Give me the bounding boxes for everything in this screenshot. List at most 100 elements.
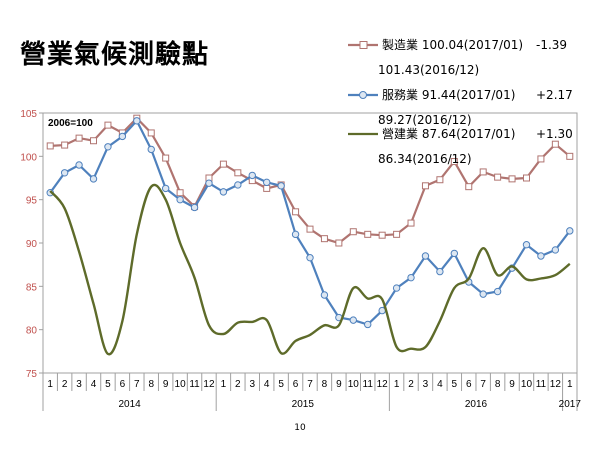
manufacturing-point xyxy=(378,231,386,239)
manufacturing-point xyxy=(147,129,155,137)
year-label: 2016 xyxy=(465,399,488,410)
services-point xyxy=(219,188,228,196)
x-tick-label: 9 xyxy=(163,379,169,390)
services-point xyxy=(479,290,487,298)
y-tick-label: 100 xyxy=(20,152,37,163)
y-tick-label: 95 xyxy=(26,196,38,207)
services-point xyxy=(306,254,314,262)
services-point xyxy=(133,117,141,125)
x-tick-label: 7 xyxy=(480,379,486,390)
x-tick-label: 2 xyxy=(408,379,414,390)
manufacturing-point xyxy=(162,154,170,162)
x-tick-label: 1 xyxy=(567,379,573,390)
x-tick-label: 8 xyxy=(322,379,328,390)
y-tick-label: 85 xyxy=(26,282,38,293)
services-point xyxy=(537,252,545,260)
manufacturing-point xyxy=(407,219,415,227)
x-tick-label: 5 xyxy=(105,379,111,390)
year-label: 2015 xyxy=(292,399,315,410)
year-label: 2017 xyxy=(559,399,582,410)
legend-change-manufacturing: -1.39 xyxy=(536,38,567,52)
manufacturing-point xyxy=(551,140,559,148)
manufacturing-point xyxy=(479,168,487,176)
services-point xyxy=(320,291,329,299)
x-tick-label: 10 xyxy=(521,379,533,390)
x-tick-label: 11 xyxy=(536,379,547,390)
legend-prev-construction: 86.34(2016/12) xyxy=(378,152,472,166)
services-point xyxy=(234,181,242,189)
x-tick-label: 12 xyxy=(550,379,562,390)
services-point xyxy=(436,267,444,276)
services-point xyxy=(248,171,256,180)
services-point xyxy=(147,145,155,154)
x-tick-label: 9 xyxy=(509,379,515,390)
page-title: 營業氣候測驗點 xyxy=(20,40,210,70)
services-point xyxy=(263,178,271,187)
manufacturing-point xyxy=(234,169,242,177)
manufacturing-point xyxy=(46,142,54,150)
manufacturing-point xyxy=(494,173,502,181)
x-tick-label: 8 xyxy=(148,379,154,390)
services-point xyxy=(176,195,184,204)
legend-label-manufacturing: 製造業 100.04(2017/01) xyxy=(382,38,523,52)
x-tick-label: 2 xyxy=(62,379,68,390)
x-tick-label: 6 xyxy=(293,379,299,390)
year-label: 2014 xyxy=(118,399,141,410)
base-year-label: 2006=100 xyxy=(48,118,93,129)
x-tick-label: 1 xyxy=(394,379,400,390)
x-tick-label: 5 xyxy=(278,379,284,390)
services-point xyxy=(89,175,98,183)
manufacturing-point xyxy=(566,152,574,160)
manufacturing-point xyxy=(421,182,429,190)
services-point xyxy=(493,287,502,296)
x-tick-label: 3 xyxy=(423,379,429,390)
x-tick-label: 11 xyxy=(189,379,200,390)
services-point xyxy=(190,203,199,212)
legend-change-construction: +1.30 xyxy=(536,127,573,141)
services-point xyxy=(161,184,170,193)
manufacturing-point xyxy=(393,230,401,238)
legend-label-services: 服務業 91.44(2017/01) xyxy=(382,88,515,102)
services-point xyxy=(407,273,415,282)
x-tick-label: 4 xyxy=(437,379,443,390)
x-tick-label: 7 xyxy=(134,379,140,390)
services-point xyxy=(392,284,401,292)
x-tick-label: 10 xyxy=(175,379,187,390)
services-point xyxy=(450,249,459,258)
y-tick-label: 75 xyxy=(26,369,38,380)
legend-label-construction: 營建業 87.64(2017/01) xyxy=(382,127,515,141)
services-point xyxy=(75,161,83,169)
services-point xyxy=(118,132,127,141)
page-number: 10 xyxy=(294,423,306,433)
legend-marker-manufacturing xyxy=(359,41,368,49)
x-tick-label: 1 xyxy=(221,379,227,390)
manufacturing-point xyxy=(522,174,530,182)
y-tick-label: 80 xyxy=(26,326,38,337)
manufacturing-point xyxy=(61,141,69,149)
x-tick-label: 6 xyxy=(466,379,472,390)
legend-prev-manufacturing: 101.43(2016/12) xyxy=(378,63,479,77)
legend-prev-services: 89.27(2016/12) xyxy=(378,113,472,127)
services-point xyxy=(205,179,213,187)
x-tick-label: 6 xyxy=(120,379,126,390)
x-tick-label: 1 xyxy=(47,379,53,390)
manufacturing-point xyxy=(75,134,83,142)
manufacturing-point xyxy=(306,225,314,233)
x-tick-label: 7 xyxy=(307,379,313,390)
x-tick-label: 12 xyxy=(203,379,215,390)
services-point xyxy=(551,246,560,254)
manufacturing-point xyxy=(104,121,112,129)
manufacturing-point xyxy=(465,183,473,191)
services-point xyxy=(522,241,531,249)
manufacturing-point xyxy=(219,160,227,168)
manufacturing-point xyxy=(349,228,357,236)
manufacturing-point xyxy=(335,239,343,247)
x-tick-label: 5 xyxy=(452,379,458,390)
x-tick-label: 8 xyxy=(495,379,501,390)
services-point xyxy=(277,182,285,190)
services-point xyxy=(566,227,574,235)
x-tick-label: 11 xyxy=(363,379,374,390)
manufacturing-point xyxy=(450,158,458,166)
x-tick-label: 4 xyxy=(264,379,270,390)
